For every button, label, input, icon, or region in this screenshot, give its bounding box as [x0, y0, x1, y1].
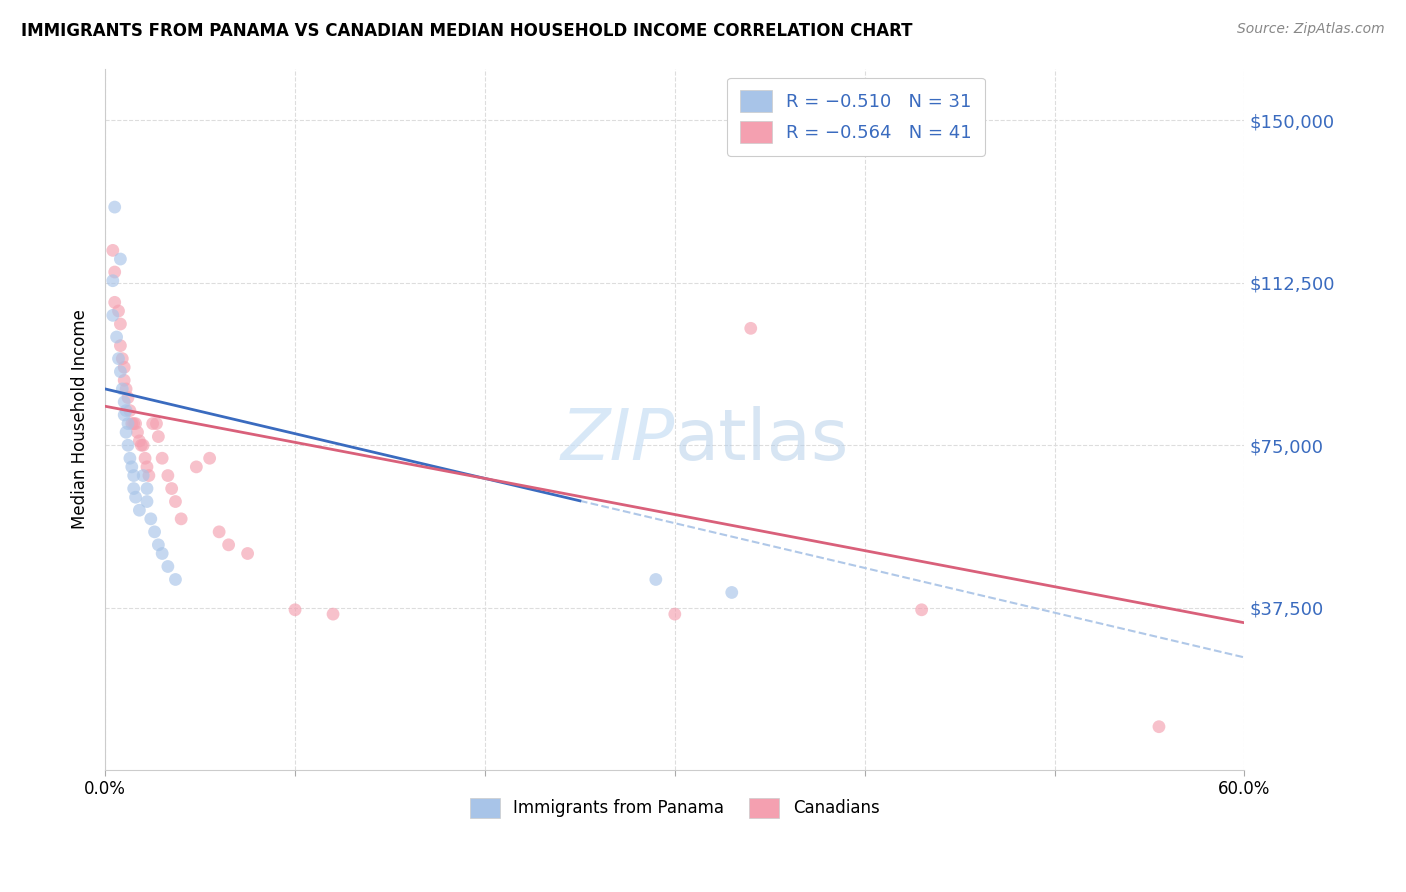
Point	[105, 330, 128, 344]
Point	[139, 512, 162, 526]
Point	[129, 438, 152, 452]
Point	[148, 429, 170, 443]
Point	[101, 244, 124, 258]
Point	[127, 425, 149, 440]
Point	[145, 417, 167, 431]
Text: IMMIGRANTS FROM PANAMA VS CANADIAN MEDIAN HOUSEHOLD INCOME CORRELATION CHART: IMMIGRANTS FROM PANAMA VS CANADIAN MEDIA…	[21, 22, 912, 40]
Point	[740, 321, 762, 335]
Point	[115, 382, 138, 396]
Point	[132, 468, 155, 483]
Point	[284, 603, 307, 617]
Text: ZIP: ZIP	[561, 406, 675, 475]
Point	[124, 490, 146, 504]
Point	[112, 408, 135, 422]
Point	[104, 200, 127, 214]
Point	[720, 585, 742, 599]
Point	[142, 417, 165, 431]
Point	[132, 438, 155, 452]
Point	[150, 451, 173, 466]
Point	[208, 524, 231, 539]
Point	[165, 494, 187, 508]
Text: atlas: atlas	[675, 406, 849, 475]
Point	[1147, 720, 1170, 734]
Point	[198, 451, 221, 466]
Point	[170, 512, 193, 526]
Point	[156, 468, 179, 483]
Point	[104, 295, 127, 310]
Point	[124, 417, 146, 431]
Point	[160, 482, 183, 496]
Point	[110, 365, 132, 379]
Point	[644, 573, 666, 587]
Point	[112, 360, 135, 375]
Point	[122, 417, 145, 431]
Point	[148, 538, 170, 552]
Point	[236, 547, 259, 561]
Point	[143, 524, 166, 539]
Point	[121, 417, 143, 431]
Point	[115, 425, 138, 440]
Point	[112, 395, 135, 409]
Point	[136, 482, 159, 496]
Legend: Immigrants from Panama, Canadians: Immigrants from Panama, Canadians	[464, 791, 886, 825]
Point	[115, 403, 138, 417]
Point	[218, 538, 240, 552]
Point	[117, 438, 139, 452]
Point	[107, 304, 129, 318]
Point	[156, 559, 179, 574]
Point	[118, 451, 141, 466]
Y-axis label: Median Household Income: Median Household Income	[72, 310, 89, 529]
Point	[101, 274, 124, 288]
Point	[138, 468, 160, 483]
Point	[117, 391, 139, 405]
Point	[664, 607, 686, 621]
Point	[122, 468, 145, 483]
Point	[110, 317, 132, 331]
Point	[121, 459, 143, 474]
Point	[910, 603, 932, 617]
Point	[186, 459, 208, 474]
Point	[122, 482, 145, 496]
Point	[134, 451, 156, 466]
Point	[107, 351, 129, 366]
Point	[104, 265, 127, 279]
Point	[128, 434, 150, 448]
Point	[118, 403, 141, 417]
Point	[150, 547, 173, 561]
Point	[128, 503, 150, 517]
Point	[112, 373, 135, 387]
Point	[117, 417, 139, 431]
Point	[165, 573, 187, 587]
Point	[322, 607, 344, 621]
Point	[136, 459, 159, 474]
Text: Source: ZipAtlas.com: Source: ZipAtlas.com	[1237, 22, 1385, 37]
Point	[111, 351, 134, 366]
Point	[111, 382, 134, 396]
Point	[136, 494, 159, 508]
Point	[101, 309, 124, 323]
Point	[110, 252, 132, 266]
Point	[110, 338, 132, 352]
